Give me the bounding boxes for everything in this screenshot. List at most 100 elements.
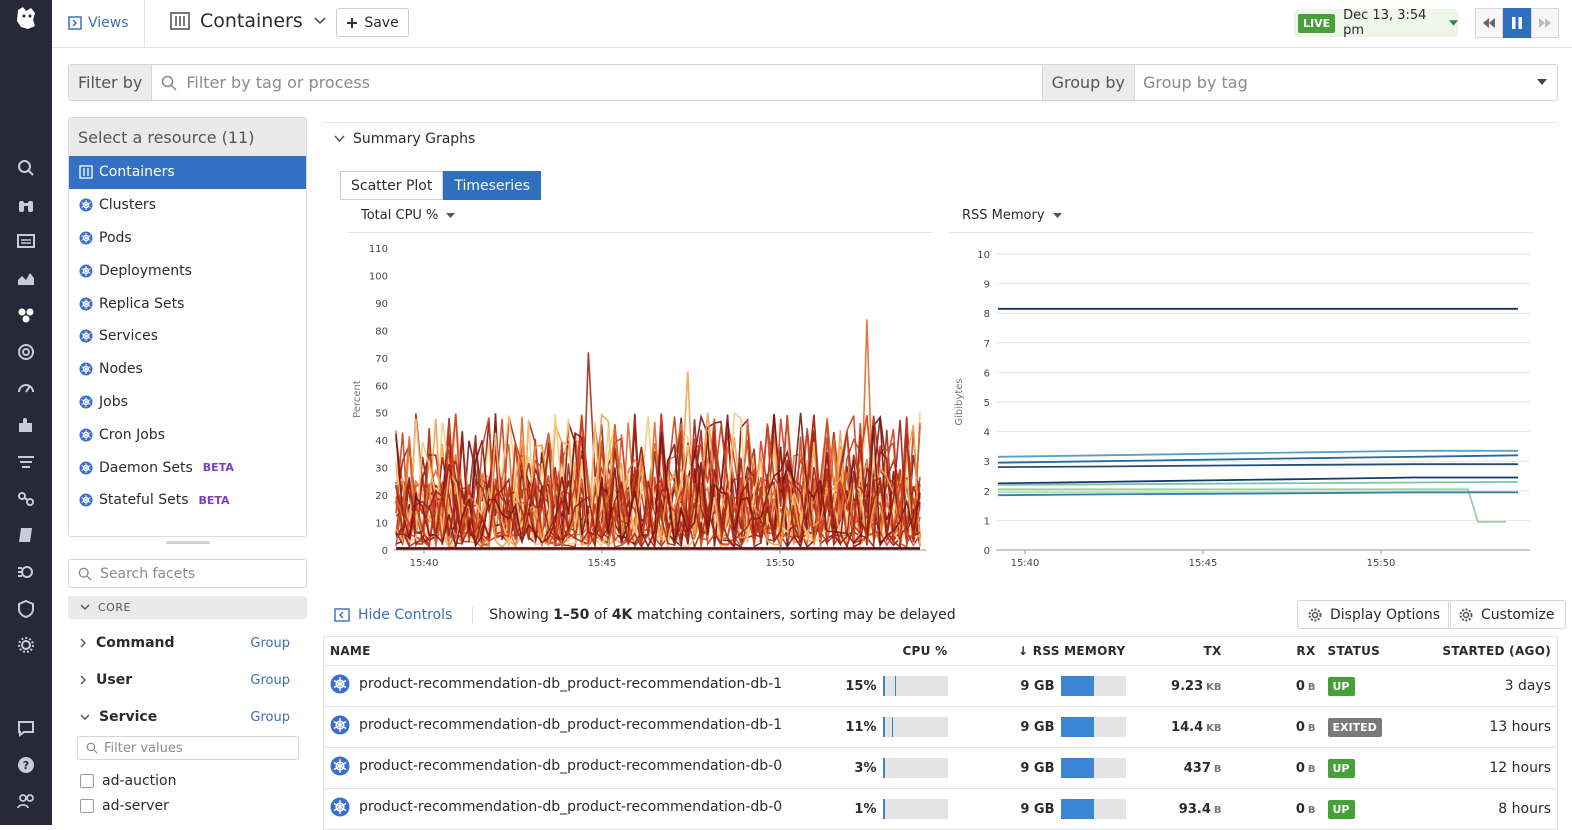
col-rx[interactable]: RX <box>1227 636 1322 666</box>
tab-scatter-plot[interactable]: Scatter Plot <box>340 171 444 200</box>
table-row[interactable]: product-recommendation-db_product-recomm… <box>323 747 1558 789</box>
integrations-puzzle-icon[interactable] <box>16 415 36 435</box>
network-icon[interactable] <box>16 489 36 509</box>
resource-item[interactable]: Replica Sets <box>69 287 306 320</box>
cpu-bar <box>882 799 948 819</box>
resource-item[interactable]: Jobs <box>69 386 306 419</box>
core-label: CORE <box>98 601 131 614</box>
pause-button[interactable] <box>1503 8 1531 38</box>
logs-icon[interactable] <box>16 452 36 472</box>
y-axis-label: Percent <box>352 380 363 418</box>
kubernetes-icon <box>79 493 93 507</box>
col-tx[interactable]: TX <box>1131 636 1228 666</box>
group-by-select[interactable]: Group by tag <box>1135 65 1557 100</box>
synthetics-icon[interactable] <box>16 562 36 582</box>
summary-title: Summary Graphs <box>353 130 476 147</box>
core-facet-group[interactable]: CORE <box>68 596 307 619</box>
summary-graphs-toggle[interactable]: Summary Graphs <box>322 122 1558 154</box>
panel-resize-handle[interactable] <box>166 541 210 544</box>
svg-text:?: ? <box>23 759 29 772</box>
y-tick-label: 30 <box>375 464 388 475</box>
chat-icon[interactable] <box>16 718 36 738</box>
resource-item[interactable]: Deployments <box>69 254 306 287</box>
resource-item[interactable]: Pods <box>69 222 306 255</box>
monitors-icon[interactable] <box>16 342 36 362</box>
graph-type-toggle: Scatter Plot Timeseries <box>340 171 542 200</box>
help-icon[interactable]: ? <box>16 755 36 775</box>
memory-timeseries-chart[interactable]: 0 1 2 3 4 5 6 7 8 9 10 15:40 15:45 15:50 Gibibytes <box>942 236 1542 576</box>
col-cpu[interactable]: CPU % <box>793 636 954 666</box>
customize-button[interactable]: Customize <box>1448 600 1566 629</box>
cpu-metric-label: Total CPU % <box>361 208 439 223</box>
cell-name[interactable]: product-recommendation-db_product-recomm… <box>323 706 794 748</box>
x-tick-label: 15:45 <box>1189 558 1218 569</box>
views-button[interactable]: Views <box>68 12 129 34</box>
filter-placeholder: Filter by tag or process <box>186 73 371 92</box>
resource-item[interactable]: Stateful Sets BETA <box>69 484 306 517</box>
save-button[interactable]: Save <box>336 8 409 37</box>
resource-item[interactable]: Clusters <box>69 189 306 222</box>
y-tick-label: 50 <box>375 409 388 420</box>
rewind-button[interactable] <box>1475 8 1503 38</box>
settings-gear-icon[interactable] <box>16 635 36 655</box>
team-icon[interactable] <box>16 791 36 811</box>
table-row[interactable]: product-recommendation-db_product-recomm… <box>323 665 1558 707</box>
security-shield-icon[interactable] <box>16 599 36 619</box>
facet-value-checkbox[interactable]: ad-auction <box>80 773 176 789</box>
table-row[interactable]: product-recommendation-db_product-recomm… <box>323 706 1558 748</box>
display-options-button[interactable]: Display Options <box>1297 600 1452 629</box>
resource-item[interactable]: Services <box>69 320 306 353</box>
cell-name[interactable]: product-recommendation-db_product-recomm… <box>323 788 794 830</box>
filter-values-input[interactable]: Filter values <box>77 736 299 760</box>
col-name[interactable]: NAME <box>323 636 794 666</box>
resource-item[interactable]: Nodes <box>69 353 306 386</box>
showing-text: Showing <box>489 607 554 623</box>
facet-user[interactable]: User Group <box>80 669 290 691</box>
facet-group-link[interactable]: Group <box>250 672 290 688</box>
page-title-dropdown[interactable]: Containers <box>170 10 327 32</box>
notebook-icon[interactable] <box>16 525 36 545</box>
hide-controls-button[interactable]: Hide Controls <box>334 607 452 623</box>
display-options-label: Display Options <box>1330 606 1441 623</box>
cell-name[interactable]: product-recommendation-db_product-recomm… <box>323 747 794 789</box>
filter-input[interactable]: Filter by tag or process <box>152 65 1041 100</box>
rewind-icon <box>1483 18 1495 28</box>
memory-series-line <box>997 481 1519 486</box>
binoculars-icon[interactable] <box>16 195 36 215</box>
facet-value-checkbox[interactable]: ad-server <box>80 798 169 814</box>
kubernetes-icon <box>330 674 350 694</box>
col-started[interactable]: STARTED (AGO) <box>1421 636 1558 666</box>
kubernetes-icon <box>79 428 93 442</box>
forward-button[interactable] <box>1531 8 1559 38</box>
area-chart-icon[interactable] <box>16 268 36 288</box>
col-status[interactable]: STATUS <box>1321 636 1422 666</box>
resource-item[interactable]: Daemon Sets BETA <box>69 451 306 484</box>
resource-item-label: Jobs <box>99 393 128 410</box>
rx-value: 0 <box>1295 720 1305 735</box>
kubernetes-icon <box>330 797 350 817</box>
facet-search-input[interactable]: Search facets <box>68 559 307 588</box>
search-icon[interactable] <box>16 158 36 178</box>
datadog-logo-icon[interactable] <box>12 4 40 32</box>
apm-gauge-icon[interactable] <box>16 378 36 398</box>
resource-item[interactable]: Containers <box>69 156 306 189</box>
resource-item[interactable]: Cron Jobs <box>69 418 306 451</box>
views-panel-icon <box>68 16 82 30</box>
memory-metric-select[interactable]: RSS Memory <box>962 208 1062 223</box>
facet-group-link[interactable]: Group <box>250 709 290 725</box>
facet-group-link[interactable]: Group <box>250 635 290 651</box>
time-selector[interactable]: LIVE Dec 13, 3:54 pm <box>1294 8 1458 38</box>
col-rss-memory[interactable]: ↓ RSS MEMORY <box>953 636 1132 666</box>
checkbox[interactable] <box>80 774 94 788</box>
infrastructure-icon[interactable] <box>16 305 36 325</box>
tab-timeseries[interactable]: Timeseries <box>443 171 542 200</box>
cell-name[interactable]: product-recommendation-db_product-recomm… <box>323 665 794 707</box>
cpu-timeseries-chart[interactable]: 0 10 20 30 40 50 60 70 80 90 100 110 15:40 15:45 15:50… <box>340 236 936 576</box>
table-row[interactable]: product-recommendation-db_product-recomm… <box>323 788 1558 830</box>
cpu-value: 1% <box>854 802 877 817</box>
cpu-metric-select[interactable]: Total CPU % <box>361 208 456 223</box>
facet-command[interactable]: Command Group <box>80 632 290 654</box>
dashboard-list-icon[interactable] <box>16 231 36 251</box>
facet-service[interactable]: Service Group <box>80 706 290 728</box>
checkbox[interactable] <box>80 799 94 813</box>
